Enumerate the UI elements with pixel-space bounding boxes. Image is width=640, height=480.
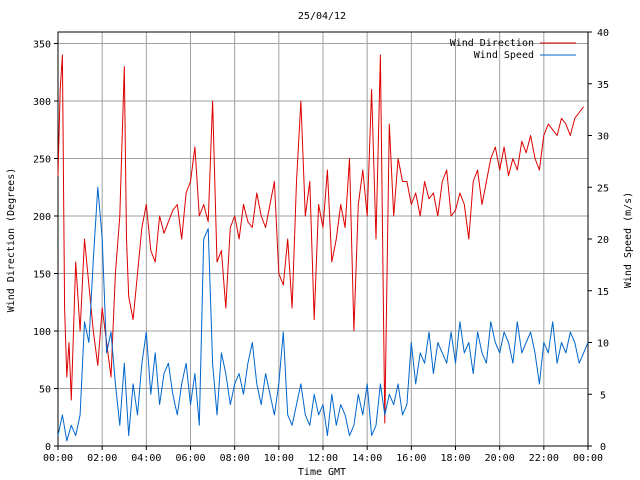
x-tick-label: 04:00 — [131, 453, 161, 464]
x-tick-label: 08:00 — [220, 453, 250, 464]
axis-ticks: 0 50 100 150 200 250 300 350 0 5 10 15 20 25 30 35 40 00:… — [33, 28, 609, 464]
left-axis-label: Wind Direction (Degrees) — [6, 168, 17, 313]
left-tick-label: 0 — [45, 442, 51, 453]
x-tick-label: 10:00 — [264, 453, 294, 464]
right-tick-label: 15 — [597, 287, 609, 298]
right-tick-label: 10 — [597, 339, 609, 350]
x-tick-label: 00:00 — [43, 453, 73, 464]
x-axis-label: Time GMT — [298, 467, 346, 478]
left-tick-label: 100 — [33, 327, 51, 338]
left-tick-label: 300 — [33, 97, 51, 108]
left-tick-label: 150 — [33, 270, 51, 281]
left-tick-label: 350 — [33, 40, 51, 51]
left-tick-label: 200 — [33, 212, 51, 223]
right-tick-label: 30 — [597, 132, 609, 143]
x-tick-label: 18:00 — [440, 453, 470, 464]
left-tick-label: 250 — [33, 155, 51, 166]
legend-label-wind-speed: Wind Speed — [474, 50, 534, 61]
right-tick-label: 35 — [597, 80, 609, 91]
x-tick-label: 20:00 — [485, 453, 515, 464]
series-layer — [57, 54, 589, 442]
x-tick-label: 00:00 — [573, 453, 603, 464]
x-tick-label: 22:00 — [529, 453, 559, 464]
x-tick-label: 16:00 — [396, 453, 426, 464]
right-tick-label: 0 — [600, 442, 606, 453]
series-wind-speed — [57, 186, 589, 442]
right-tick-label: 25 — [597, 183, 609, 194]
legend-label-wind-direction: Wind Direction — [450, 38, 534, 49]
x-tick-label: 12:00 — [308, 453, 338, 464]
x-tick-label: 06:00 — [175, 453, 205, 464]
right-tick-label: 5 — [600, 390, 606, 401]
chart-title: 25/04/12 — [298, 11, 346, 22]
right-axis-label: Wind Speed (m/s) — [623, 192, 634, 288]
right-tick-label: 20 — [597, 235, 609, 246]
left-tick-label: 50 — [39, 385, 51, 396]
right-tick-label: 40 — [597, 28, 609, 39]
legend: Wind Direction Wind Speed — [450, 38, 576, 61]
x-tick-label: 02:00 — [87, 453, 117, 464]
x-tick-label: 14:00 — [352, 453, 382, 464]
series-wind-direction — [57, 54, 584, 424]
